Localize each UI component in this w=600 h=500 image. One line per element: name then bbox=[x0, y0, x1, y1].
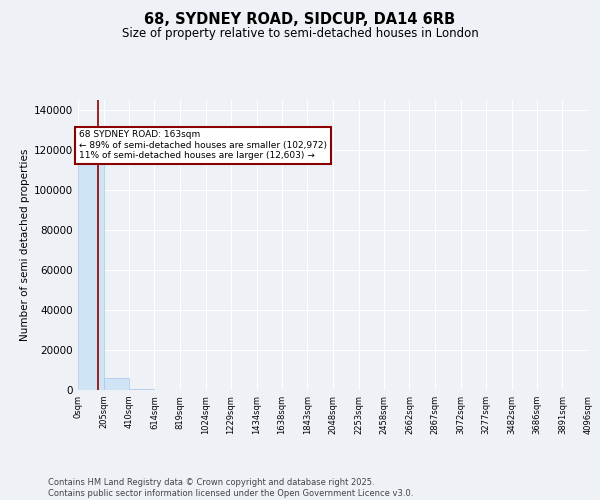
Text: 68 SYDNEY ROAD: 163sqm
← 89% of semi-detached houses are smaller (102,972)
11% o: 68 SYDNEY ROAD: 163sqm ← 89% of semi-det… bbox=[79, 130, 327, 160]
Y-axis label: Number of semi detached properties: Number of semi detached properties bbox=[20, 149, 30, 341]
Text: Contains HM Land Registry data © Crown copyright and database right 2025.
Contai: Contains HM Land Registry data © Crown c… bbox=[48, 478, 413, 498]
Bar bbox=[129, 388, 154, 390]
Text: 68, SYDNEY ROAD, SIDCUP, DA14 6RB: 68, SYDNEY ROAD, SIDCUP, DA14 6RB bbox=[145, 12, 455, 28]
Bar bbox=[78, 159, 104, 390]
Text: Size of property relative to semi-detached houses in London: Size of property relative to semi-detach… bbox=[122, 28, 478, 40]
Bar bbox=[104, 378, 129, 390]
